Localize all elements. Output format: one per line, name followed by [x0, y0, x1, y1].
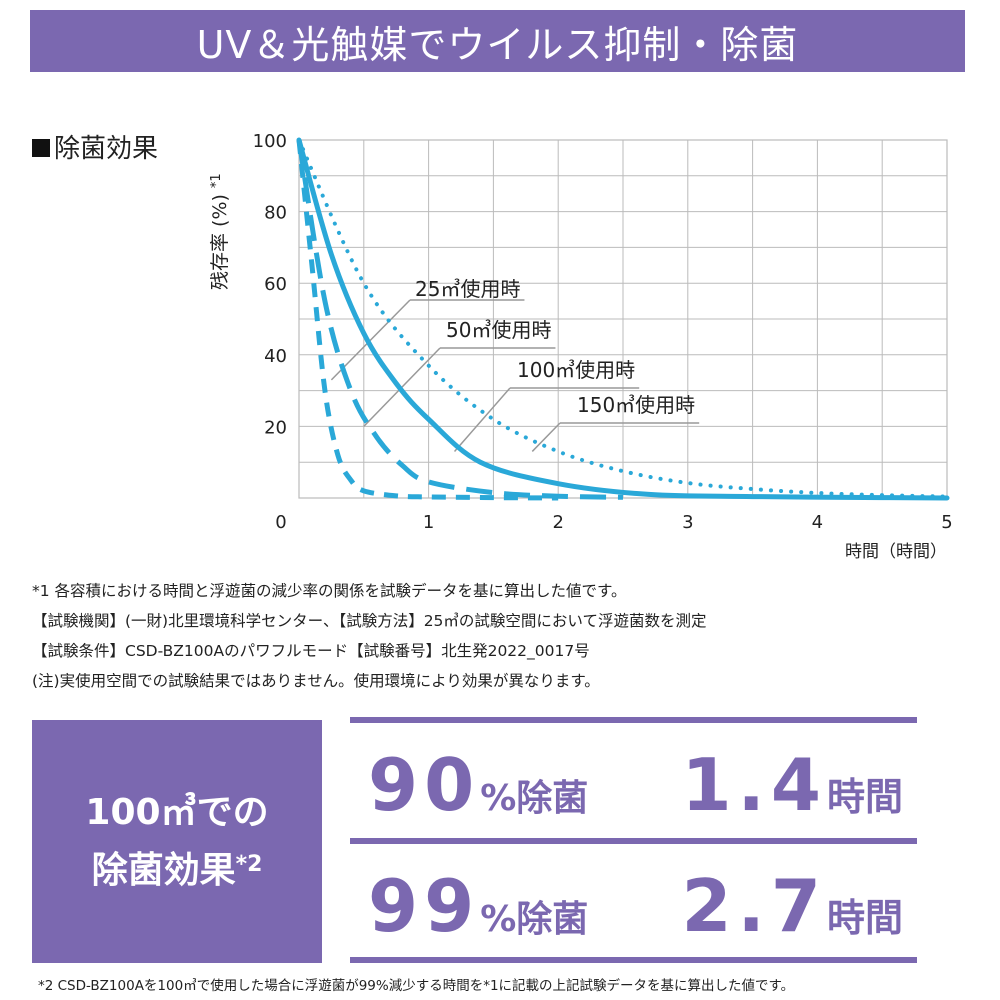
footnote-2: *2 CSD-BZ100Aを100㎥で使用した場合に浮遊菌が99%減少する時間を…	[38, 978, 795, 994]
note-line: 【試験条件】CSD-BZ100Aのパワフルモード【試験番号】北生発2022_00…	[32, 642, 590, 660]
x-tick-label: 5	[941, 512, 952, 533]
y-tick-label: 40	[264, 346, 287, 367]
effect-box: 100㎥での 除菌効果*2	[32, 720, 322, 963]
y-axis-label-note: *1	[209, 173, 224, 188]
stat-time-value: 2.7	[681, 864, 827, 948]
divider-bottom	[350, 957, 917, 963]
x-tick-label: 3	[682, 512, 693, 533]
chart-callout-labels: 25㎥使用時 50㎥使用時 100㎥使用時 150㎥使用時	[330, 277, 700, 452]
callout-leader-line	[531, 422, 561, 452]
effect-box-line2-text: 除菌効果	[91, 849, 236, 891]
x-tick-label: 2	[552, 512, 563, 533]
stat-time: 1.4時間	[681, 743, 903, 827]
note-line: *1 各容積における時間と浮遊菌の減少率の関係を試験データを基に算出した値です。	[32, 582, 627, 600]
note-line: 【試験機関】(一財)北里環境科学センター、【試験方法】25㎥の試験空間において浮…	[32, 612, 707, 630]
stat-percent: 99%除菌	[368, 864, 588, 948]
series-callout-label: 50㎥使用時	[446, 318, 551, 342]
square-bullet-icon	[32, 138, 50, 157]
page-banner: UV＆光触媒でウイルス抑制・除菌	[30, 10, 965, 72]
x-axis-label: 時間（時間）	[845, 542, 947, 562]
series-callout-label: 150㎥使用時	[577, 393, 695, 417]
y-tick-label: 60	[264, 274, 287, 295]
note-line: (注)実使用空間での試験結果ではありません。使用環境により効果が異なります。	[32, 672, 600, 690]
stat-time-unit: 時間	[826, 896, 903, 940]
divider-middle	[350, 838, 917, 844]
stat-time: 2.7時間	[681, 864, 903, 948]
divider-top	[350, 717, 917, 723]
chart-grid	[298, 139, 948, 499]
stat-percent-unit: %除菌	[480, 778, 589, 819]
stat-percent-value: 90	[368, 743, 481, 827]
decay-chart: 0 1 2 3 4 5 20 40 60 80 100 25㎥使用時 50㎥使用時 100㎥使用時 150…	[209, 131, 953, 562]
y-axis-label: 残存率 (%) *1	[209, 173, 231, 290]
stat-row-99: 99%除菌 2.7時間	[350, 864, 917, 964]
x-tick-label: 1	[423, 512, 434, 533]
series-callout-label: 25㎥使用時	[415, 277, 520, 301]
series-line	[296, 139, 559, 501]
effect-box-line1: 100㎥での	[85, 791, 269, 833]
series-callout-label: 100㎥使用時	[517, 358, 635, 382]
effect-box-line2: 除菌効果*2	[92, 842, 263, 900]
y-axis-label-text: 残存率 (%)	[209, 194, 231, 290]
x-tick-label: 4	[812, 512, 823, 533]
y-tick-label: 20	[264, 417, 287, 438]
series-line	[296, 137, 950, 501]
banner-title: UV＆光触媒でウイルス抑制・除菌	[196, 22, 799, 67]
section-label-text: 除菌効果	[54, 134, 159, 164]
effect-box-footnote-mark: *2	[235, 851, 263, 877]
chart-ticks: 0 1 2 3 4 5 20 40 60 80 100	[253, 131, 953, 533]
stat-time-value: 1.4	[681, 743, 827, 827]
section-label: 除菌効果	[32, 128, 158, 165]
stat-percent-value: 99	[368, 864, 481, 948]
callout-leader-line	[453, 387, 511, 452]
series-line	[296, 139, 624, 500]
notes-block: *1 各容積における時間と浮遊菌の減少率の関係を試験データを基に算出した値です。…	[32, 576, 972, 696]
stat-time-unit: 時間	[826, 775, 903, 819]
y-tick-label: 80	[264, 203, 287, 224]
chart-series	[296, 137, 950, 501]
stat-percent-unit: %除菌	[480, 899, 589, 940]
x-tick-label: 0	[275, 512, 286, 533]
y-tick-label: 100	[253, 131, 287, 152]
stat-row-90: 90%除菌 1.4時間	[350, 743, 917, 843]
stat-percent: 90%除菌	[368, 743, 588, 827]
